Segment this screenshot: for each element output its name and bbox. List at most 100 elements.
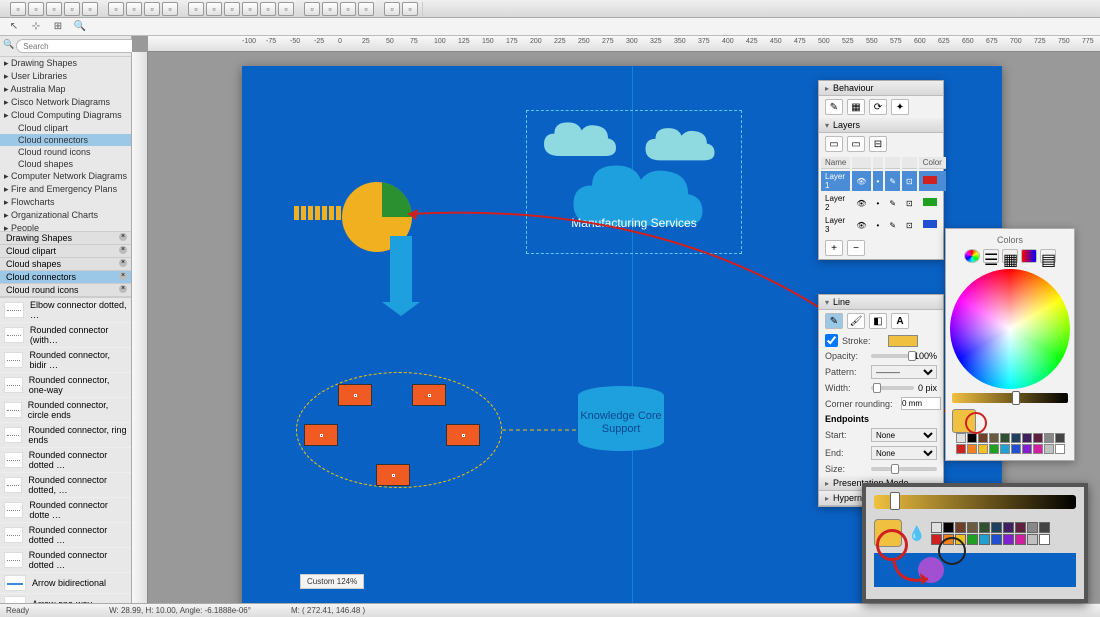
toolbar-rotate[interactable]: ▫	[144, 2, 160, 16]
color-swatch[interactable]	[989, 444, 999, 454]
toolbar-refresh[interactable]: ▫	[402, 2, 418, 16]
inset-swatch[interactable]	[1003, 534, 1014, 545]
pattern-select[interactable]: ———	[871, 365, 937, 379]
size-slider[interactable]	[871, 467, 937, 471]
connector-item[interactable]: Arrow bidirectional	[0, 573, 131, 594]
color-picker-panel[interactable]: Colors ☰ ▦ ▤	[945, 228, 1075, 461]
color-swatch[interactable]	[978, 444, 988, 454]
connector-list[interactable]: Elbow connector dotted, …Rounded connect…	[0, 298, 131, 603]
connector-item[interactable]: Rounded connector (with…	[0, 323, 131, 348]
close-icon[interactable]: ×	[119, 233, 127, 241]
color-swatch[interactable]	[1011, 433, 1021, 443]
inset-swatch[interactable]	[1027, 522, 1038, 533]
layer-row[interactable]: Layer 2👁•✎⊡	[821, 193, 946, 213]
library-item[interactable]: ▸ User Libraries	[0, 70, 131, 83]
library-item[interactable]: ▸ Australia Map	[0, 83, 131, 96]
category-item[interactable]: Drawing Shapes×	[0, 232, 131, 245]
connector-item[interactable]: Rounded connector, bidir …	[0, 348, 131, 373]
toolbar-ab[interactable]: ▫	[162, 2, 178, 16]
toolbar-rrect[interactable]: ▫	[206, 2, 222, 16]
category-list[interactable]: Drawing Shapes×Cloud clipart×Cloud shape…	[0, 232, 131, 298]
layers-dup-icon[interactable]: ▭	[847, 136, 865, 152]
hue-wheel[interactable]	[950, 269, 1070, 389]
category-item[interactable]: Cloud round icons×	[0, 284, 131, 297]
pen-icon[interactable]: ✎	[825, 313, 843, 329]
end-select[interactable]: None	[871, 446, 937, 460]
color-swatch[interactable]	[1033, 444, 1043, 454]
layers-table[interactable]: NameColorLayer 1👁•✎⊡Layer 2👁•✎⊡Layer 3👁•…	[819, 155, 948, 237]
color-tab-spectrum[interactable]	[1021, 249, 1037, 263]
close-icon[interactable]: ×	[119, 259, 127, 267]
stroke-checkbox[interactable]	[825, 334, 838, 347]
toolbar-map[interactable]: ▫	[10, 2, 26, 16]
connector-item[interactable]: Rounded connector dotte …	[0, 498, 131, 523]
toolbar-line[interactable]: ▫	[242, 2, 258, 16]
category-item[interactable]: Cloud shapes×	[0, 258, 131, 271]
brightness-slider[interactable]	[952, 393, 1068, 403]
close-icon[interactable]: ×	[119, 272, 127, 280]
library-tree[interactable]: ▸ Drawing Shapes▸ User Libraries▸ Austra…	[0, 57, 131, 232]
inset-swatch[interactable]	[1015, 534, 1026, 545]
process-box[interactable]	[412, 384, 446, 406]
start-select[interactable]: None	[871, 428, 937, 442]
color-swatch[interactable]	[1055, 444, 1065, 454]
toolbar-zoom-in[interactable]: ▫	[304, 2, 320, 16]
layer-add-icon[interactable]: +	[825, 240, 843, 256]
library-item[interactable]: Cloud round icons	[0, 146, 131, 158]
color-swatch[interactable]	[967, 433, 977, 443]
category-item[interactable]: Cloud connectors×	[0, 271, 131, 284]
color-swatch[interactable]	[1055, 433, 1065, 443]
library-item[interactable]: Cloud shapes	[0, 158, 131, 170]
toolbar-fit[interactable]: ▫	[340, 2, 356, 16]
library-item[interactable]: Cloud clipart	[0, 122, 131, 134]
color-tab-palette[interactable]: ▦	[1002, 249, 1018, 263]
close-icon[interactable]: ×	[119, 246, 127, 254]
color-swatch[interactable]	[1000, 444, 1010, 454]
color-swatch[interactable]	[1022, 433, 1032, 443]
library-item[interactable]: ▸ Cloud Computing Diagrams	[0, 109, 131, 122]
color-swatch[interactable]	[1000, 433, 1010, 443]
behaviour-icon[interactable]: ✦	[891, 99, 909, 115]
inset-swatch[interactable]	[1027, 534, 1038, 545]
process-box[interactable]	[376, 464, 410, 486]
library-item[interactable]: ▸ Flowcharts	[0, 196, 131, 209]
connector-item[interactable]: Rounded connector dotted …	[0, 523, 131, 548]
down-arrow[interactable]	[390, 236, 412, 302]
connector-item[interactable]: Rounded connector dotted …	[0, 548, 131, 573]
inset-swatch[interactable]	[1039, 522, 1050, 533]
connector-item[interactable]: Rounded connector, circle ends	[0, 398, 131, 423]
toolbar2-arrow[interactable]: ↖	[6, 20, 22, 34]
toolbar-hand[interactable]: ▫	[126, 2, 142, 16]
color-swatch[interactable]	[1011, 444, 1021, 454]
toolbar-curve[interactable]: ▫	[260, 2, 276, 16]
opacity-slider[interactable]	[871, 354, 910, 358]
inset-swatch[interactable]	[943, 522, 954, 533]
toolbar-zoom-out[interactable]: ▫	[322, 2, 338, 16]
search-input[interactable]	[16, 39, 140, 53]
inset-swatch[interactable]	[991, 534, 1002, 545]
behaviour-icon[interactable]: ⟳	[869, 99, 887, 115]
color-swatch[interactable]	[967, 444, 977, 454]
library-item[interactable]: ▸ Organizational Charts	[0, 209, 131, 222]
connector-item[interactable]: Elbow connector dotted, …	[0, 298, 131, 323]
color-tab-wheel[interactable]	[964, 249, 980, 263]
inset-swatch[interactable]	[931, 522, 942, 533]
cylinder-shape[interactable]: Knowledge Core Support	[578, 386, 664, 456]
toolbar-pointer[interactable]: ▫	[108, 2, 124, 16]
toolbar-rect[interactable]: ▫	[188, 2, 204, 16]
color-swatch[interactable]	[978, 433, 988, 443]
layer-row[interactable]: Layer 3👁•✎⊡	[821, 215, 946, 235]
connector-item[interactable]: Rounded connector dotted, …	[0, 473, 131, 498]
toolbar-grid[interactable]: ▫	[82, 2, 98, 16]
layers-merge-icon[interactable]: ⊟	[869, 136, 887, 152]
toolbar2-search[interactable]: 🔍	[72, 20, 88, 34]
toolbar-text[interactable]: ▫	[278, 2, 294, 16]
toolbar-screen[interactable]: ▫	[28, 2, 44, 16]
connector-item[interactable]: Rounded connector, ring ends	[0, 423, 131, 448]
color-tab-crayons[interactable]: ▤	[1040, 249, 1056, 263]
toolbar-square[interactable]: ▫	[46, 2, 62, 16]
process-box[interactable]	[304, 424, 338, 446]
inset-swatch[interactable]	[1015, 522, 1026, 533]
toolbar-ellipse[interactable]: ▫	[224, 2, 240, 16]
library-item[interactable]: ▸ People	[0, 222, 131, 232]
